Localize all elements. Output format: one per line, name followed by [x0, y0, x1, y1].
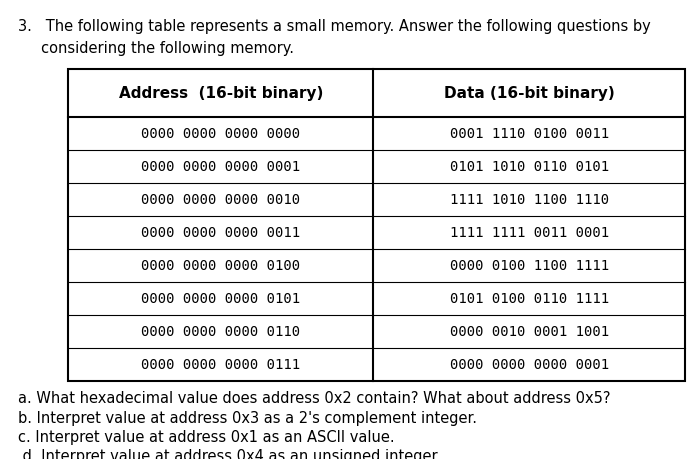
Text: d. Interpret value at address 0x4 as an unsigned integer.: d. Interpret value at address 0x4 as an … — [18, 449, 441, 459]
Text: a. What hexadecimal value does address 0x2 contain? What about address 0x5?: a. What hexadecimal value does address 0… — [18, 391, 610, 406]
Text: b. Interpret value at address 0x3 as a 2's complement integer.: b. Interpret value at address 0x3 as a 2… — [18, 410, 477, 425]
Text: 0000 0000 0000 0100: 0000 0000 0000 0100 — [141, 259, 300, 273]
Text: 0001 1110 0100 0011: 0001 1110 0100 0011 — [449, 127, 609, 141]
Text: 0000 0000 0000 0101: 0000 0000 0000 0101 — [141, 291, 300, 306]
Text: 0000 0000 0000 0111: 0000 0000 0000 0111 — [141, 358, 300, 371]
Text: 0000 0000 0000 0000: 0000 0000 0000 0000 — [141, 127, 300, 141]
Text: 0000 0000 0000 0001: 0000 0000 0000 0001 — [449, 358, 609, 371]
Text: 1111 1111 0011 0001: 1111 1111 0011 0001 — [449, 226, 609, 240]
Text: c. Interpret value at address 0x1 as an ASCII value.: c. Interpret value at address 0x1 as an … — [18, 430, 395, 445]
Text: considering the following memory.: considering the following memory. — [18, 41, 294, 56]
Text: 0000 0000 0000 0011: 0000 0000 0000 0011 — [141, 226, 300, 240]
Text: 0101 0100 0110 1111: 0101 0100 0110 1111 — [449, 291, 609, 306]
Text: Address  (16-bit binary): Address (16-bit binary) — [118, 86, 323, 101]
Text: Data (16-bit binary): Data (16-bit binary) — [444, 86, 615, 101]
Text: 0000 0000 0000 0010: 0000 0000 0000 0010 — [141, 193, 300, 207]
Text: 0000 0000 0000 0110: 0000 0000 0000 0110 — [141, 325, 300, 339]
Text: 0101 1010 0110 0101: 0101 1010 0110 0101 — [449, 160, 609, 174]
Text: 1111 1010 1100 1110: 1111 1010 1100 1110 — [449, 193, 609, 207]
Text: 3.   The following table represents a small memory. Answer the following questio: 3. The following table represents a smal… — [18, 19, 651, 34]
Text: 0000 0100 1100 1111: 0000 0100 1100 1111 — [449, 259, 609, 273]
Text: 0000 0010 0001 1001: 0000 0010 0001 1001 — [449, 325, 609, 339]
Text: 0000 0000 0000 0001: 0000 0000 0000 0001 — [141, 160, 300, 174]
